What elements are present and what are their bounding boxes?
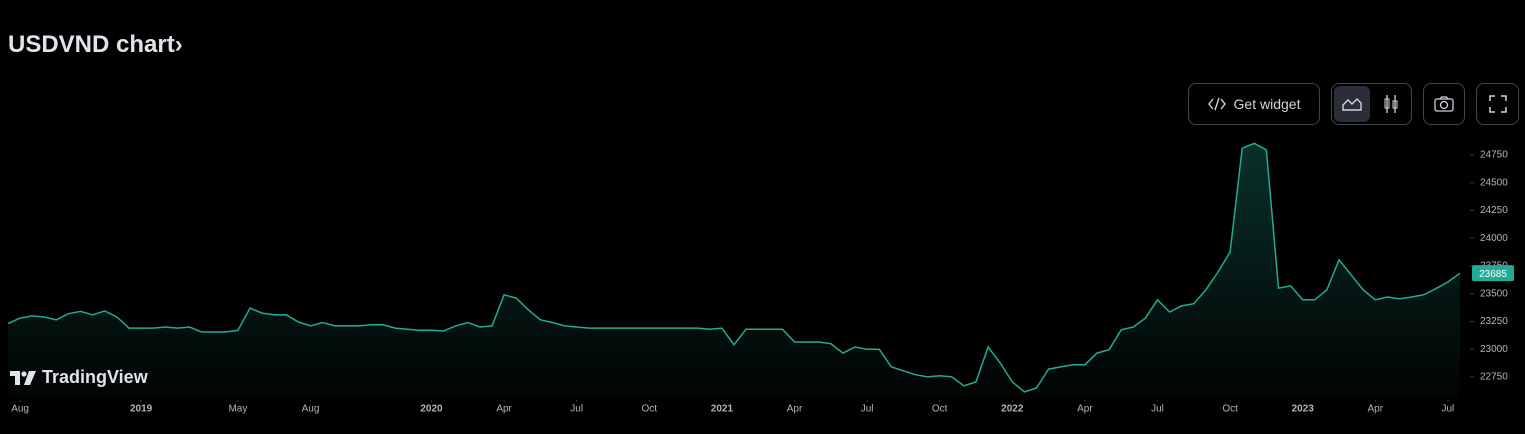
camera-icon (1434, 96, 1454, 112)
code-icon (1207, 97, 1226, 111)
chart-title[interactable]: USDVND chart› (8, 31, 183, 58)
x-tick-label: Oct (932, 404, 948, 415)
x-tick-label: Apr (787, 404, 803, 415)
x-tick-label: Apr (1368, 404, 1384, 415)
fullscreen-icon (1488, 95, 1507, 113)
x-tick-label: 2022 (1001, 404, 1024, 415)
last-price-label: 23685 (1479, 269, 1507, 280)
tv-logo (10, 370, 36, 385)
price-line (7, 142, 1461, 393)
y-tick-label: 23500 (1480, 288, 1508, 299)
y-tick-label: 22750 (1480, 372, 1508, 383)
x-tick-label: 2021 (711, 404, 734, 415)
x-tick-label: Apr (496, 404, 512, 415)
y-tick-label: 23250 (1480, 316, 1508, 327)
area-icon (1342, 98, 1362, 111)
x-tick-label: 2023 (1292, 404, 1315, 415)
x-tick-label: Jul (1442, 404, 1455, 415)
last-price-badge (1472, 265, 1514, 282)
get-widget-button[interactable]: Get widget (1188, 83, 1320, 125)
x-tick-label: Oct (642, 404, 658, 415)
snapshot-button[interactable] (1423, 83, 1465, 125)
x-tick-label: 2020 (420, 404, 443, 415)
fullscreen-button[interactable] (1476, 83, 1519, 125)
x-tick-label: Jul (861, 404, 874, 415)
area-fill (8, 143, 1460, 398)
watermark: TradingView (10, 367, 148, 388)
x-tick-label: Aug (302, 404, 320, 415)
y-tick-label: 24250 (1480, 205, 1508, 216)
x-tick-label: May (228, 404, 247, 415)
watermark-text: TradingView (42, 367, 148, 387)
x-tick-label: Apr (1077, 404, 1093, 415)
area-style-button[interactable] (1334, 86, 1370, 122)
y-tick-label: 23000 (1480, 344, 1508, 355)
x-tick-label: Jul (1151, 404, 1164, 415)
candles-icon[interactable] (1384, 94, 1398, 114)
x-tick-label: Aug (11, 404, 29, 415)
y-tick-label: 24750 (1480, 150, 1508, 161)
chart-style-group (1331, 83, 1412, 125)
x-tick-label: Oct (1222, 404, 1238, 415)
button-label: Get widget (1233, 96, 1301, 112)
x-tick-label: Jul (570, 404, 583, 415)
x-tick-label: 2019 (130, 404, 153, 415)
y-tick-label: 24000 (1480, 233, 1508, 244)
y-tick-label: 24500 (1480, 177, 1508, 188)
